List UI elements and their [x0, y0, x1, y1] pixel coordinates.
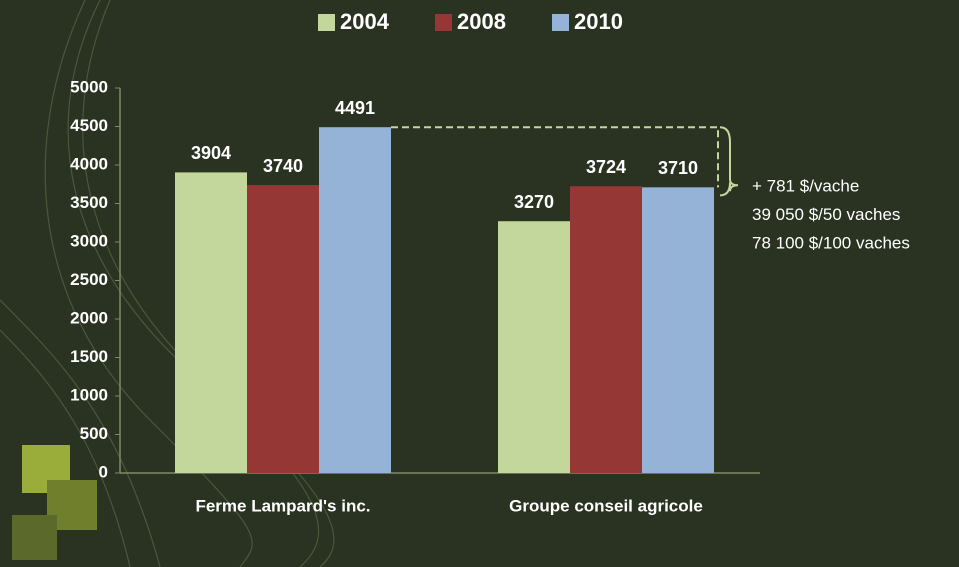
- bar: [319, 127, 391, 474]
- value-label: 3904: [191, 143, 231, 163]
- legend-swatch: [435, 14, 452, 31]
- annotation: 39 050 $/50 vaches: [752, 205, 900, 224]
- y-tick-label: 2000: [70, 308, 108, 327]
- decoration-swirls: [0, 0, 335, 567]
- annotation-bracket: [391, 126, 719, 188]
- y-tick-label: 3000: [70, 231, 108, 250]
- value-label: 3724: [586, 157, 626, 177]
- legend-swatch: [552, 14, 569, 31]
- y-tick-label: 0: [99, 462, 108, 481]
- legend-swatch: [318, 14, 335, 31]
- decoration-square: [12, 515, 57, 560]
- y-tick-label: 1500: [70, 347, 108, 366]
- x-tick-label: Groupe conseil agricole: [509, 496, 703, 515]
- y-tick-label: 4000: [70, 154, 108, 173]
- annotation-brace: [719, 126, 739, 197]
- value-label: 4491: [335, 98, 375, 118]
- value-label: 3270: [514, 192, 554, 212]
- bar: [498, 221, 570, 473]
- bar: [175, 172, 247, 473]
- legend-label: 2008: [457, 9, 506, 34]
- y-tick-label: 500: [80, 424, 108, 443]
- legend-label: 2010: [574, 9, 623, 34]
- x-tick-label: Ferme Lampard's inc.: [195, 496, 370, 515]
- y-tick-label: 5000: [70, 77, 108, 96]
- annotation: 78 100 $/100 vaches: [752, 233, 910, 252]
- y-tick-label: 3500: [70, 193, 108, 212]
- y-tick-label: 1000: [70, 385, 108, 404]
- bar: [642, 187, 714, 473]
- bar: [570, 186, 642, 473]
- annotation: + 781 $/vache: [752, 176, 859, 195]
- y-tick-label: 4500: [70, 116, 108, 135]
- value-label: 3710: [658, 158, 698, 178]
- value-label: 3740: [263, 156, 303, 176]
- legend-label: 2004: [340, 9, 390, 34]
- bar: [247, 185, 319, 473]
- y-tick-label: 2500: [70, 270, 108, 289]
